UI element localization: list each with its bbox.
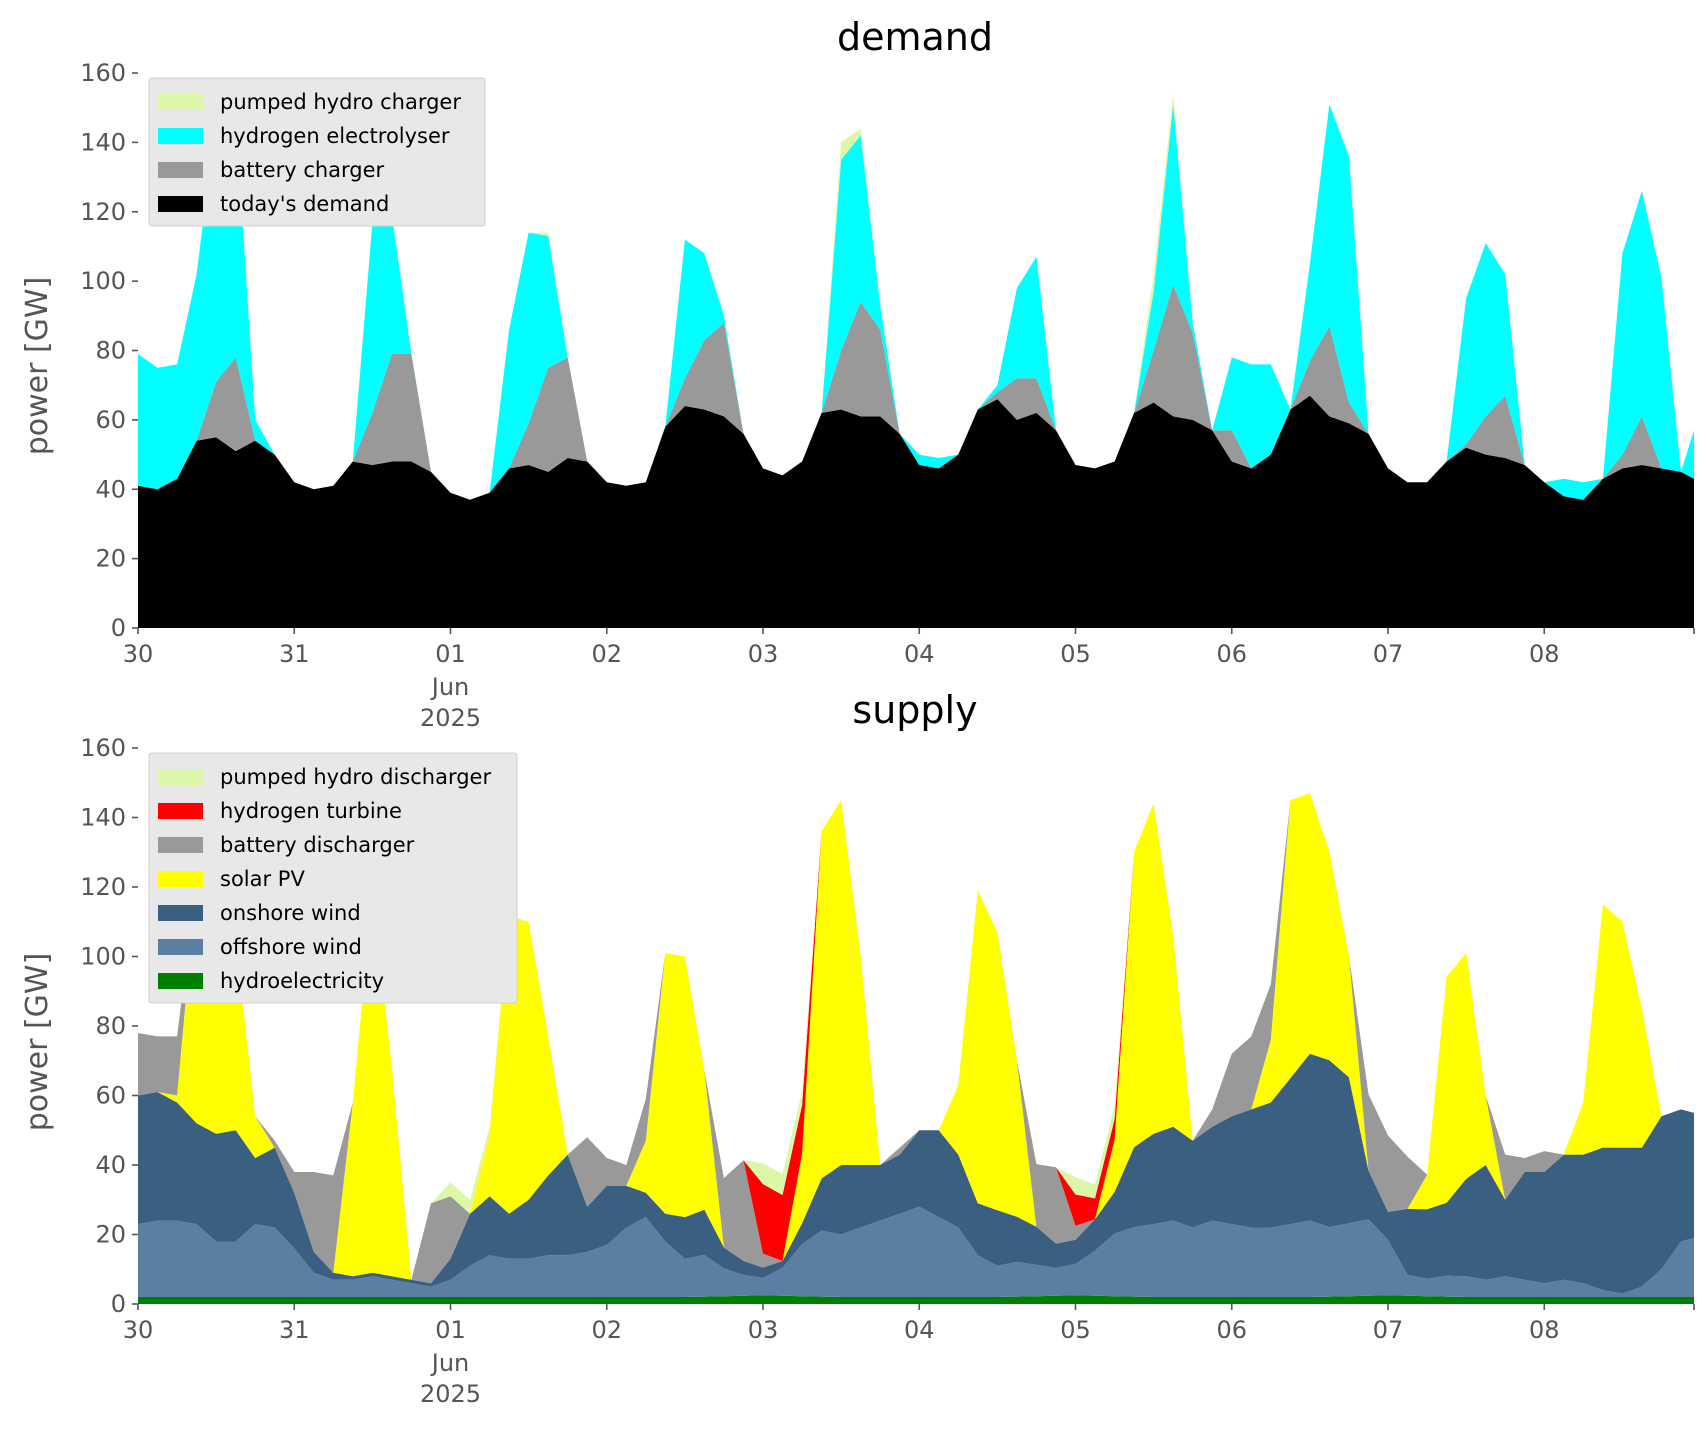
demand-legend: pumped hydro charger hydrogen electrolyse… xyxy=(148,77,486,227)
demand-y-tick-label: 0 xyxy=(111,614,126,642)
demand-legend-swatch-today-s-demand xyxy=(158,196,203,212)
supply-x-tick-label: 08 xyxy=(1529,1316,1560,1344)
demand-y-tick-label: 100 xyxy=(80,267,126,295)
demand-panel: demand power [GW] 020406080100120140160 … xyxy=(20,15,1695,732)
demand-x-tick-label: 04 xyxy=(904,640,935,668)
supply-legend-label-solar-pv: solar PV xyxy=(220,867,305,891)
demand-area-hydrogen-electrolyser xyxy=(138,104,1694,500)
supply-areas xyxy=(138,793,1694,1304)
demand-y-axis: 0 20 40 60 80 100 120 140 160 xyxy=(80,59,138,642)
demand-y-axis-label: power [GW] xyxy=(20,277,55,456)
supply-x-tick-label: 31 xyxy=(279,1316,310,1344)
supply-y-tick-label: 40 xyxy=(95,1151,126,1179)
demand-title: demand xyxy=(837,15,993,59)
supply-title: supply xyxy=(852,688,977,732)
demand-legend-label-hydrogen-electrolyser: hydrogen electrolyser xyxy=(220,124,450,148)
supply-legend-label-onshore-wind: onshore wind xyxy=(220,901,361,925)
supply-legend-label-offshore-wind: offshore wind xyxy=(220,935,362,959)
supply-y-tick-label: 140 xyxy=(80,804,126,832)
demand-area-today-s-demand xyxy=(138,395,1694,628)
demand-x-tick-label: 06 xyxy=(1216,640,1247,668)
supply-y-tick-label: 160 xyxy=(80,734,126,762)
supply-panel: supply power [GW] 020406080100120140160 … xyxy=(20,688,1695,1408)
supply-x-tick-label: 30 xyxy=(123,1316,154,1344)
supply-y-tick-label: 0 xyxy=(111,1290,126,1318)
demand-x-tick-label: 01 xyxy=(435,640,466,668)
demand-y-tick-label: 140 xyxy=(80,128,126,156)
demand-x-tick-label: 30 xyxy=(123,640,154,668)
supply-y-tick-label: 80 xyxy=(95,1012,126,1040)
supply-x-tick-label: 02 xyxy=(591,1316,622,1344)
supply-legend-label-battery-discharger: battery discharger xyxy=(220,833,415,857)
demand-legend-label-today-s-demand: today's demand xyxy=(220,192,389,216)
demand-x-tick-label: 05 xyxy=(1060,640,1091,668)
supply-y-tick-label: 100 xyxy=(80,943,126,971)
supply-legend-label-pumped-hydro-discharger: pumped hydro discharger xyxy=(220,765,491,789)
supply-legend-swatch-pumped-hydro-discharger xyxy=(158,769,203,785)
supply-area-solar-pv xyxy=(138,793,1694,1284)
supply-y-tick-label: 60 xyxy=(95,1082,126,1110)
supply-y-tick-label: 120 xyxy=(80,873,126,901)
supply-x-tick-label: 06 xyxy=(1216,1316,1247,1344)
demand-legend-box xyxy=(148,77,486,227)
supply-legend-label-hydrogen-turbine: hydrogen turbine xyxy=(220,799,402,823)
supply-y-axis-label: power [GW] xyxy=(20,953,55,1132)
demand-x-tick-label: 07 xyxy=(1373,640,1404,668)
supply-legend: pumped hydro discharger hydrogen turbine b… xyxy=(148,752,518,1004)
demand-legend-label-battery-charger: battery charger xyxy=(220,158,385,182)
supply-x-tick-label: 03 xyxy=(748,1316,779,1344)
supply-x-tick-label: 04 xyxy=(904,1316,935,1344)
demand-area-battery-charger xyxy=(138,284,1694,500)
demand-y-tick-label: 160 xyxy=(80,59,126,87)
supply-legend-label-hydroelectricity: hydroelectricity xyxy=(220,969,384,993)
supply-y-tick-label: 20 xyxy=(95,1221,126,1249)
supply-legend-swatch-onshore-wind xyxy=(158,905,203,921)
demand-legend-swatch-pumped-hydro-charger xyxy=(158,94,203,110)
supply-area-onshore-wind xyxy=(138,1053,1694,1294)
supply-y-axis: 0 20 40 60 80 100 120 140 160 xyxy=(80,734,138,1318)
demand-legend-swatch-battery-charger xyxy=(158,162,203,178)
demand-legend-swatch-hydrogen-electrolyser xyxy=(158,128,203,144)
demand-y-tick-label: 60 xyxy=(95,406,126,434)
demand-legend-label-pumped-hydro-charger: pumped hydro charger xyxy=(220,90,461,114)
supply-x-tick-sublabel: Jun xyxy=(430,1349,470,1377)
demand-y-tick-label: 80 xyxy=(95,337,126,365)
supply-x-axis: 30 31 01 Jun 2025 02 03 04 05 06 07 08 xyxy=(123,1304,1695,1408)
supply-area-offshore-wind xyxy=(138,1206,1694,1297)
supply-legend-swatch-hydrogen-turbine xyxy=(158,803,203,819)
demand-y-tick-label: 120 xyxy=(80,198,126,226)
supply-x-tick-sublabel: 2025 xyxy=(420,1380,481,1408)
demand-y-tick-label: 20 xyxy=(95,545,126,573)
supply-legend-swatch-offshore-wind xyxy=(158,939,203,955)
demand-x-tick-label: 31 xyxy=(279,640,310,668)
supply-legend-box xyxy=(148,752,518,1004)
supply-legend-swatch-battery-discharger xyxy=(158,837,203,853)
supply-x-tick-label: 05 xyxy=(1060,1316,1091,1344)
demand-x-tick-label: 02 xyxy=(591,640,622,668)
demand-x-axis: 30 31 01 Jun 2025 02 03 04 05 06 07 08 xyxy=(123,628,1695,732)
demand-x-tick-sublabel: 2025 xyxy=(420,704,481,732)
demand-x-tick-sublabel: Jun xyxy=(430,673,470,701)
supply-x-tick-label: 01 xyxy=(435,1316,466,1344)
demand-y-tick-label: 40 xyxy=(95,475,126,503)
supply-x-tick-label: 07 xyxy=(1373,1316,1404,1344)
supply-legend-swatch-solar-pv xyxy=(158,871,203,887)
supply-legend-swatch-hydroelectricity xyxy=(158,973,203,989)
demand-x-tick-label: 03 xyxy=(748,640,779,668)
demand-areas xyxy=(138,93,1694,628)
demand-x-tick-label: 08 xyxy=(1529,640,1560,668)
supply-area-hydroelectricity xyxy=(138,1295,1694,1304)
